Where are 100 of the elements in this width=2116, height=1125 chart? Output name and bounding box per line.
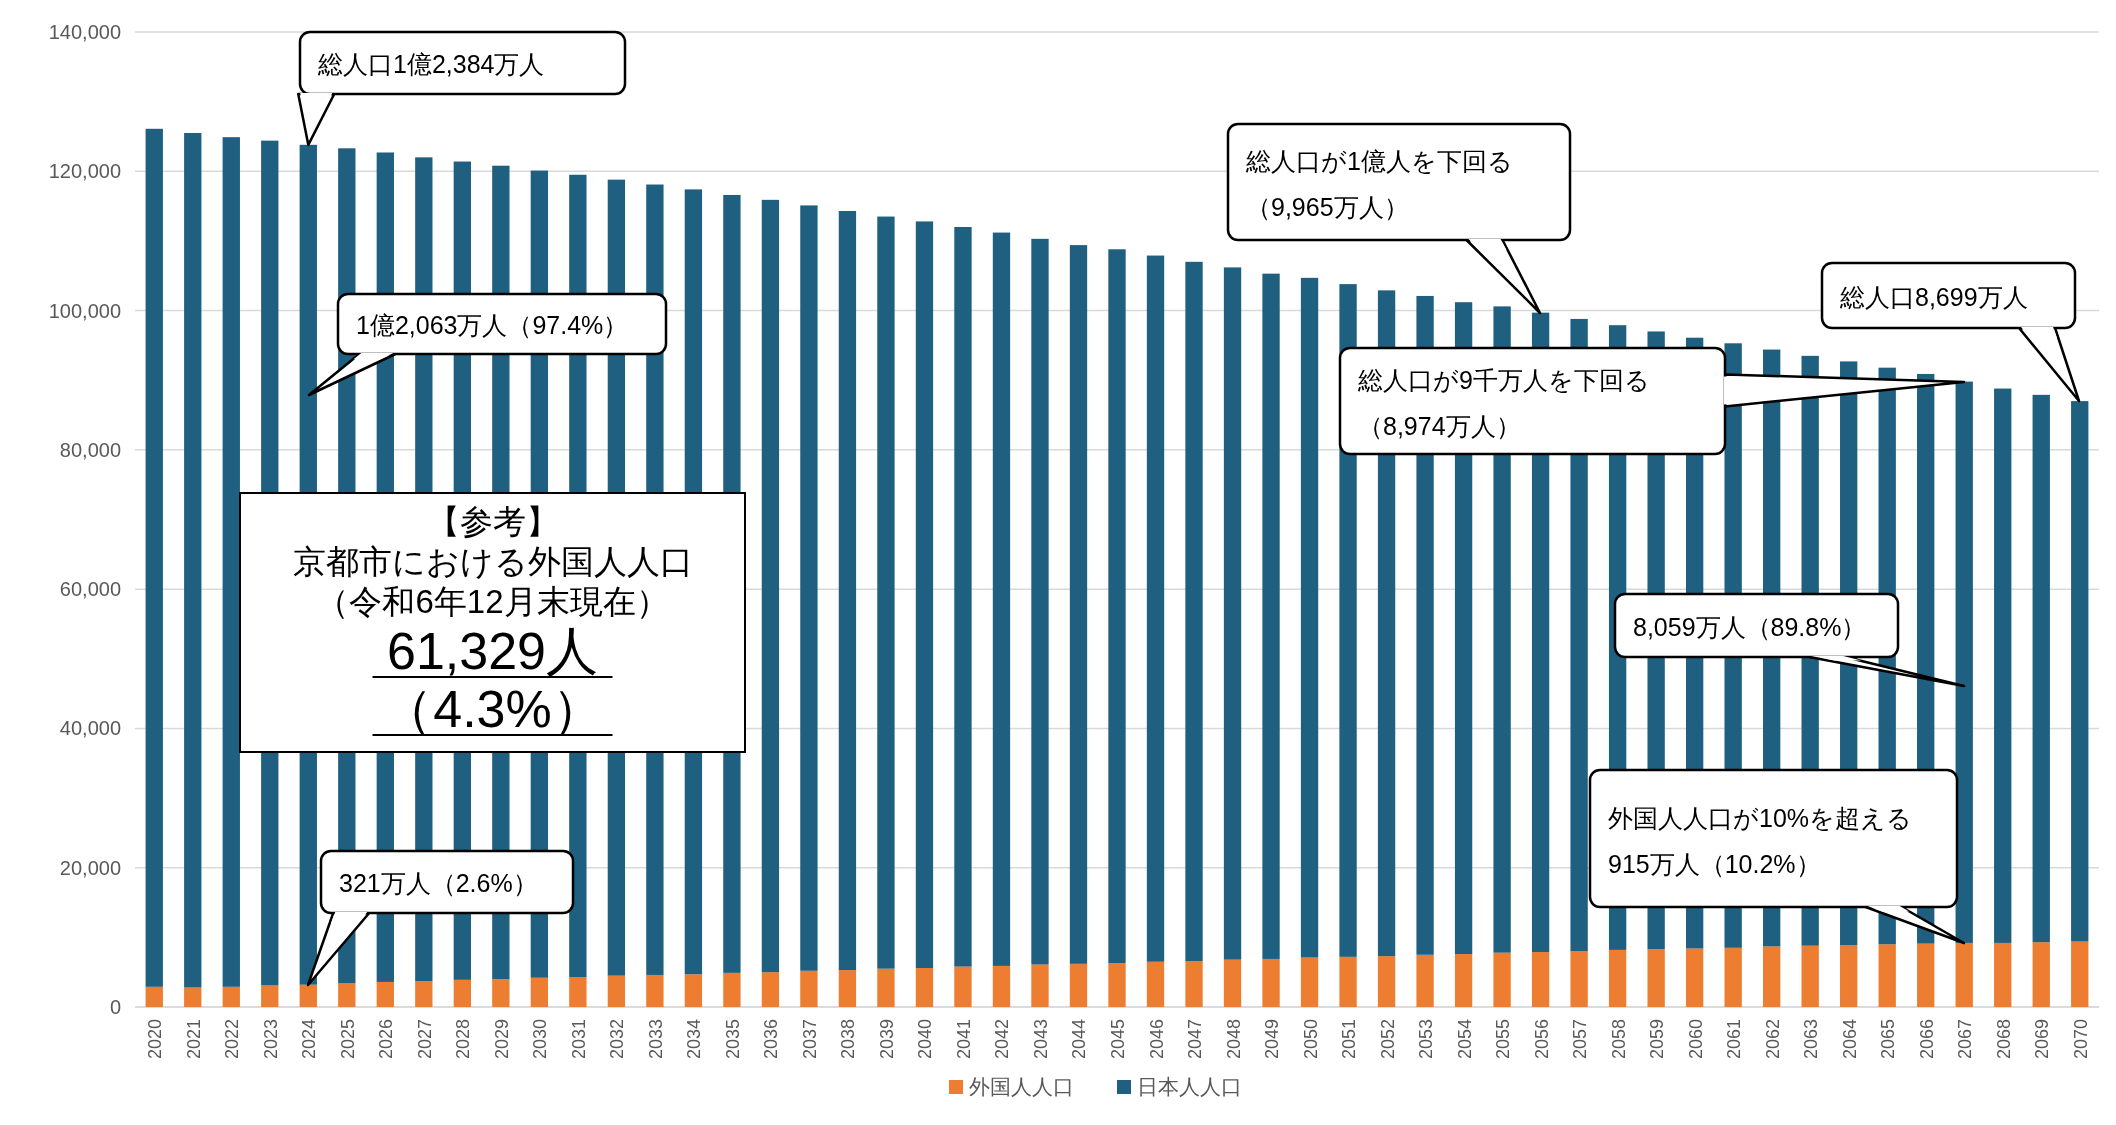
bar — [569, 977, 587, 1007]
bar — [1146, 255, 1165, 962]
bar — [2032, 394, 2050, 943]
x-tick-label: 2058 — [1608, 1019, 1629, 1060]
bar — [1647, 949, 1665, 1007]
x-tick-label: 2032 — [607, 1019, 628, 1060]
x-tick-label: 2044 — [1069, 1019, 1090, 1060]
annotation: 61,329人 — [386, 622, 599, 680]
bar — [1108, 963, 1126, 1007]
x-tick-label: 2070 — [2070, 1019, 2091, 1060]
bar — [1454, 954, 1473, 1007]
bar — [1878, 944, 1896, 1007]
annotation: （8,974万人） — [1358, 412, 1521, 440]
annotation: 総人口8,699万人 — [1839, 282, 2028, 311]
x-tick-label: 2046 — [1146, 1019, 1167, 1060]
bar — [800, 970, 818, 1007]
x-tick-label: 2042 — [992, 1019, 1013, 1060]
bar — [1185, 961, 1203, 1007]
bar — [1146, 961, 1165, 1007]
bar — [915, 221, 934, 968]
bar — [222, 137, 240, 987]
y-tick-label: 120,000 — [48, 160, 121, 183]
x-tick-label: 2055 — [1493, 1019, 1514, 1060]
bar — [877, 216, 895, 969]
legend-label: 外国人人口 — [969, 1075, 1074, 1098]
bar — [1994, 942, 2012, 1007]
bar — [492, 979, 510, 1007]
x-tick-label: 2022 — [222, 1019, 243, 1060]
bar — [1031, 238, 1049, 965]
x-tick-label: 2051 — [1339, 1019, 1360, 1060]
y-tick-label: 80,000 — [59, 438, 121, 461]
bar — [954, 227, 972, 967]
bar — [646, 974, 664, 1007]
bar — [184, 987, 202, 1007]
x-tick-label: 2040 — [915, 1019, 936, 1060]
x-tick-label: 2048 — [1223, 1019, 1244, 1060]
annotation: 総人口が1億人を下回る — [1245, 147, 1513, 175]
x-tick-label: 2053 — [1416, 1019, 1437, 1060]
x-tick-label: 2069 — [2032, 1019, 2053, 1060]
bar — [1108, 249, 1126, 964]
bar — [915, 968, 934, 1007]
bar — [1763, 946, 1781, 1007]
bar — [1416, 954, 1434, 1007]
bar — [453, 979, 471, 1007]
x-tick-label: 2035 — [722, 1019, 743, 1060]
y-tick-label: 20,000 — [59, 856, 121, 879]
x-tick-label: 2050 — [1300, 1019, 1321, 1060]
bar — [992, 965, 1011, 1007]
x-tick-label: 2060 — [1685, 1019, 1706, 1060]
x-tick-label: 2029 — [491, 1019, 512, 1060]
annotation: 【参考】 — [426, 503, 559, 540]
bar — [1262, 958, 1280, 1007]
annotation: （4.3%） — [381, 680, 604, 738]
x-tick-label: 2026 — [376, 1019, 397, 1060]
bar — [1377, 956, 1396, 1007]
bar — [1955, 381, 1973, 943]
x-tick-label: 2062 — [1762, 1019, 1783, 1060]
x-tick-label: 2021 — [183, 1019, 204, 1060]
annotation: 外国人人口が10%を超える — [1608, 803, 1913, 832]
bar — [1069, 963, 1088, 1007]
y-tick-label: 60,000 — [59, 578, 121, 601]
y-tick-label: 40,000 — [59, 717, 121, 740]
annotation: 総人口1億2,384万人 — [317, 50, 545, 78]
bar — [222, 986, 240, 1007]
bar — [415, 981, 433, 1007]
x-tick-label: 2038 — [838, 1019, 859, 1060]
bar — [723, 972, 741, 1007]
y-tick-label: 0 — [109, 996, 121, 1018]
bar — [1608, 949, 1627, 1007]
bar — [2071, 941, 2089, 1007]
annotation: （令和6年12月末現在） — [316, 583, 669, 620]
bar — [1801, 945, 1819, 1007]
bar — [1917, 943, 1935, 1007]
bar — [1031, 964, 1049, 1007]
bar — [1185, 261, 1203, 962]
bar — [1223, 959, 1242, 1007]
annotation: 321万人（2.6%） — [339, 869, 538, 897]
bar — [607, 975, 626, 1007]
annotation: 1億2,063万人（97.4%） — [356, 311, 629, 339]
bar — [299, 984, 317, 1007]
bar — [1223, 267, 1242, 960]
bar — [2071, 401, 2089, 942]
bar — [1955, 942, 1973, 1007]
bar — [1724, 947, 1742, 1007]
bar — [1531, 951, 1550, 1007]
x-tick-label: 2039 — [876, 1019, 897, 1060]
bar — [1570, 951, 1588, 1007]
bar — [838, 970, 857, 1007]
annotation: 総人口が9千万人を下回る — [1357, 366, 1650, 394]
bar — [1069, 245, 1088, 964]
bar — [877, 968, 895, 1007]
x-tick-label: 2034 — [684, 1019, 705, 1060]
annotation: 京都市における外国人人口 — [292, 543, 693, 580]
bar — [2032, 942, 2050, 1007]
x-tick-label: 2064 — [1839, 1019, 1860, 1060]
x-tick-label: 2030 — [530, 1019, 551, 1060]
bar — [1685, 948, 1704, 1007]
x-tick-label: 2028 — [453, 1019, 474, 1060]
x-tick-label: 2063 — [1801, 1019, 1822, 1060]
x-tick-label: 2068 — [1993, 1019, 2014, 1060]
